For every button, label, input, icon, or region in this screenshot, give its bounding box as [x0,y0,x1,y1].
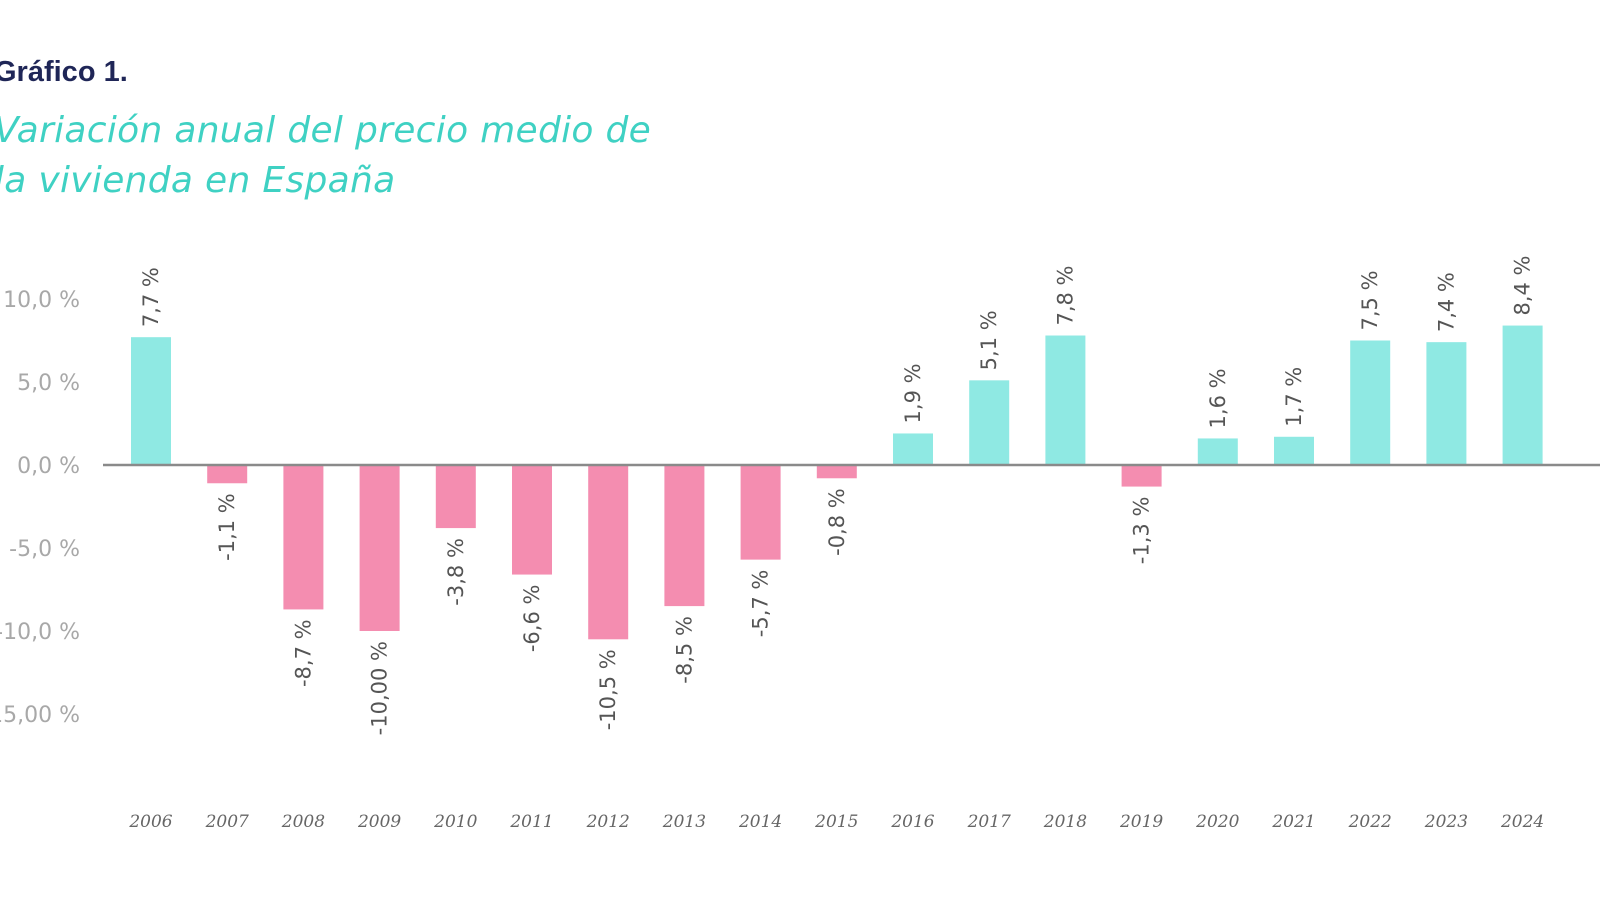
bar-2006 [131,337,171,465]
x-tick-label: 2013 [662,812,706,832]
data-label: -1,1 % [215,493,239,561]
data-label: 7,4 % [1434,272,1458,332]
x-tick-label: 2010 [433,812,477,832]
bar-2016 [893,433,933,465]
x-tick-label: 2018 [1043,812,1087,832]
x-tick-label: 2008 [281,812,325,832]
data-label: -8,5 % [672,616,696,684]
bar-2009 [359,465,400,631]
x-tick-label: 2019 [1119,812,1163,832]
x-tick-label: 2020 [1195,812,1239,832]
data-label: -5,7 % [749,570,773,638]
data-label: -8,7 % [291,619,315,687]
y-tick-label: 10,0 % [3,288,80,313]
x-tick-label: 2015 [814,812,858,832]
bar-2013 [664,465,705,607]
x-tick-label: 2014 [738,812,782,832]
data-label: -0,8 % [825,488,849,556]
x-tick-label: 2012 [586,812,630,832]
bar-2011 [512,465,552,575]
bar-2008 [283,465,324,610]
bar-2018 [1045,335,1086,465]
data-label: -3,8 % [444,538,468,606]
x-tick-label: 2024 [1500,812,1544,832]
x-tick-label: 2009 [357,812,401,832]
bar-2012 [588,465,629,640]
chart-title-line-1: Variación anual del precio medio de [0,110,652,151]
y-tick-label: -15,00 % [0,703,80,728]
data-label: -1,3 % [1130,497,1154,565]
y-tick-label: 0,0 % [17,454,80,479]
x-tick-label: 2011 [509,812,553,832]
bar-2010 [435,465,476,529]
data-label: -10,00 % [368,641,392,735]
x-tick-label: 2017 [967,812,1011,832]
data-label: 1,9 % [901,363,925,423]
data-label: 1,6 % [1206,368,1230,428]
data-label: 7,8 % [1053,265,1077,325]
x-tick-label: 2006 [128,812,172,832]
data-label: 7,7 % [139,267,163,327]
x-tick-label: 2023 [1424,812,1468,832]
bar-2020 [1197,438,1238,465]
bar-2017 [969,380,1010,465]
data-label: -10,5 % [596,649,620,730]
data-label: 8,4 % [1511,256,1535,316]
y-tick-label: -10,0 % [0,620,80,645]
y-tick-label: -5,0 % [9,537,80,562]
data-label: 1,7 % [1282,367,1306,427]
x-tick-label: 2021 [1271,812,1315,832]
data-label: 7,5 % [1358,270,1382,330]
chart-title: Variación anual del precio medio de la v… [0,106,651,206]
bar-2024 [1502,325,1543,465]
x-tick-label: 2007 [205,812,249,832]
bar-2021 [1274,436,1314,465]
chart-kicker: Gráfico 1. [0,56,128,88]
x-tick-label: 2016 [890,812,934,832]
bar-2014 [740,465,781,560]
y-tick-label: 5,0 % [17,371,80,396]
bar-2022 [1350,340,1391,465]
data-label: -6,6 % [520,585,544,653]
data-label: 5,1 % [977,310,1001,370]
chart-title-line-2: la vivienda en España [0,160,396,201]
bar-2019 [1121,465,1162,487]
bar-2015 [816,465,857,479]
bar-2007 [207,465,248,484]
bar-2023 [1426,342,1467,465]
x-tick-label: 2022 [1348,812,1392,832]
